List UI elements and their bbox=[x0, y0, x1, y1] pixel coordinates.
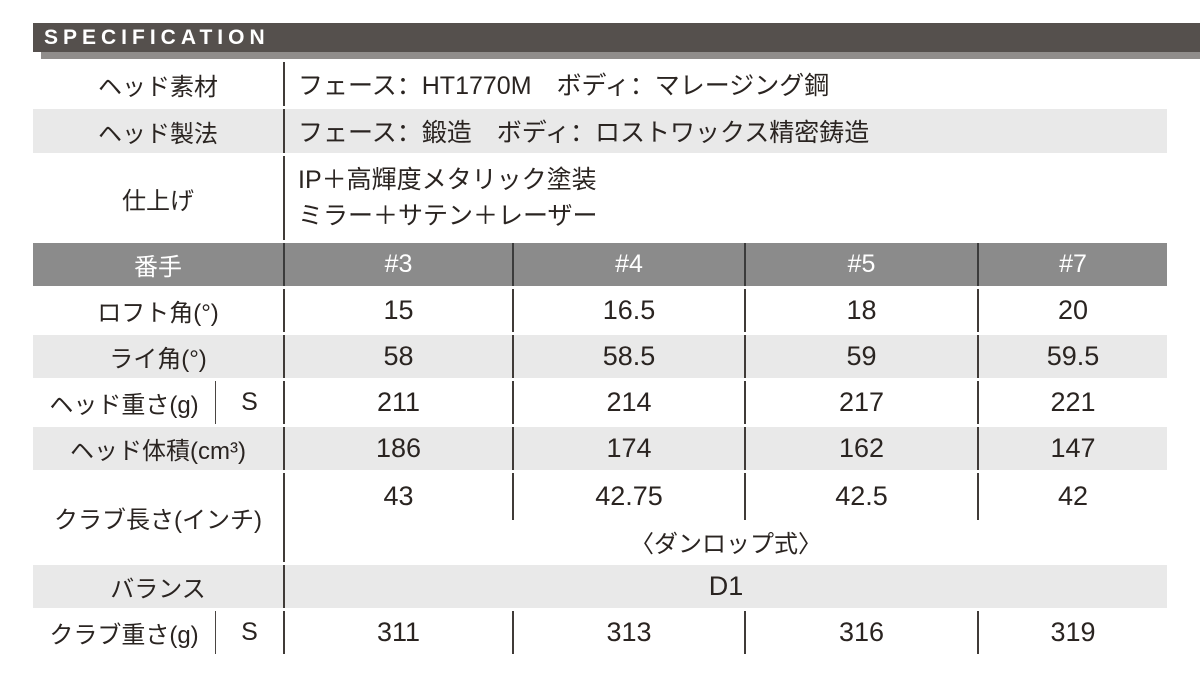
row-head-construction: ヘッド製法 フェース：鍛造 ボディ：ロストワックス精密鋳造 bbox=[33, 109, 1167, 153]
row-label: ヘッド重さ(g) bbox=[49, 392, 199, 419]
value-cell: 174 bbox=[512, 427, 744, 470]
shaft-flex-label: S bbox=[215, 611, 283, 654]
finish-line-1: IP＋高輝度メタリック塗装 bbox=[298, 166, 597, 194]
page-title: SPECIFICATION bbox=[44, 26, 270, 49]
row-finish: 仕上げ IP＋高輝度メタリック塗装 ミラー＋サテン＋レーザー bbox=[33, 156, 1167, 240]
row-head-material: ヘッド素材 フェース：HT1770M ボディ：マレージング鋼 bbox=[33, 62, 1167, 106]
row-head-weight: ヘッド重さ(g) S 211 214 217 221 bbox=[33, 381, 1167, 424]
value-cell: 42.5 bbox=[744, 473, 977, 520]
value-cell: 221 bbox=[977, 381, 1167, 424]
club-number-header-row: 番手 #3 #4 #5 #7 bbox=[33, 243, 1167, 286]
row-label: ヘッド素材 bbox=[98, 73, 218, 101]
row-label: ヘッド製法 bbox=[98, 120, 218, 148]
value-cell: 59.5 bbox=[977, 335, 1167, 378]
row-value: フェース：鍛造 ボディ：ロストワックス精密鋳造 bbox=[283, 109, 1167, 153]
row-head-volume: ヘッド体積(cm³) 186 174 162 147 bbox=[33, 427, 1167, 470]
row-label: ロフト角(°) bbox=[97, 300, 219, 327]
row-label-split: ヘッド重さ(g) S bbox=[33, 381, 283, 424]
club-length-values-area: 43 42.75 42.5 42 〈ダンロップ式〉 bbox=[283, 473, 1167, 562]
value-cell: 319 bbox=[977, 611, 1167, 654]
row-label: バランス bbox=[110, 576, 206, 603]
row-label: クラブ長さ(インチ) bbox=[54, 507, 262, 534]
value-cell: 311 bbox=[283, 611, 512, 654]
club-length-values: 43 42.75 42.5 42 bbox=[285, 473, 1167, 520]
value-cell: 217 bbox=[744, 381, 977, 424]
value-cell: 43 bbox=[383, 481, 414, 511]
value-cell: 214 bbox=[512, 381, 744, 424]
value-cell: 16.5 bbox=[512, 289, 744, 332]
value-cell: 147 bbox=[977, 427, 1167, 470]
row-loft-angle: ロフト角(°) 15 16.5 18 20 bbox=[33, 289, 1167, 332]
finish-line-2: ミラー＋サテン＋レーザー bbox=[298, 202, 598, 230]
value-cell: 58.5 bbox=[512, 335, 744, 378]
row-value: IP＋高輝度メタリック塗装 ミラー＋サテン＋レーザー bbox=[283, 156, 1167, 240]
spec-header-bar: SPECIFICATION bbox=[33, 23, 1200, 52]
row-label: ライ角(°) bbox=[109, 346, 207, 373]
value-cell: 313 bbox=[512, 611, 744, 654]
row-label: 仕上げ bbox=[122, 187, 194, 215]
value-cell: 211 bbox=[283, 381, 512, 424]
value-cell: 59 bbox=[744, 335, 977, 378]
column-header-club-7: #7 bbox=[977, 243, 1167, 286]
spec-table: ヘッド素材 フェース：HT1770M ボディ：マレージング鋼 ヘッド製法 フェー… bbox=[33, 62, 1167, 654]
column-header-club-4: #4 bbox=[512, 243, 744, 286]
value-cell: 162 bbox=[744, 427, 977, 470]
value-cell: 18 bbox=[744, 289, 977, 332]
measurement-method-note: 〈ダンロップ式〉 bbox=[630, 530, 822, 558]
value-cell: 15 bbox=[283, 289, 512, 332]
row-label-split: クラブ重さ(g) S bbox=[33, 611, 283, 654]
row-value: フェース：HT1770M ボディ：マレージング鋼 bbox=[283, 62, 1167, 106]
value-cell: 20 bbox=[977, 289, 1167, 332]
value-cell: 58 bbox=[283, 335, 512, 378]
shaft-flex-label: S bbox=[215, 381, 283, 424]
value-cell: 316 bbox=[744, 611, 977, 654]
row-club-weight: クラブ重さ(g) S 311 313 316 319 bbox=[33, 611, 1167, 654]
column-header-club-5: #5 bbox=[744, 243, 977, 286]
value-cell: 186 bbox=[283, 427, 512, 470]
row-lie-angle: ライ角(°) 58 58.5 59 59.5 bbox=[33, 335, 1167, 378]
row-balance: バランス D1 bbox=[33, 565, 1167, 608]
spec-page: SPECIFICATION ヘッド素材 フェース：HT1770M ボディ：マレー… bbox=[33, 23, 1200, 654]
row-label: ヘッド体積(cm³) bbox=[70, 438, 246, 465]
row-label: クラブ重さ(g) bbox=[49, 622, 199, 649]
balance-value: D1 bbox=[283, 565, 1167, 608]
column-header-club-3: #3 bbox=[283, 243, 512, 286]
value-cell: 42 bbox=[977, 473, 1167, 520]
value-cell: 42.75 bbox=[512, 473, 744, 520]
column-header-label: 番手 bbox=[134, 254, 182, 281]
row-club-length: クラブ長さ(インチ) 43 42.75 42.5 42 〈ダンロップ式〉 bbox=[33, 473, 1167, 562]
